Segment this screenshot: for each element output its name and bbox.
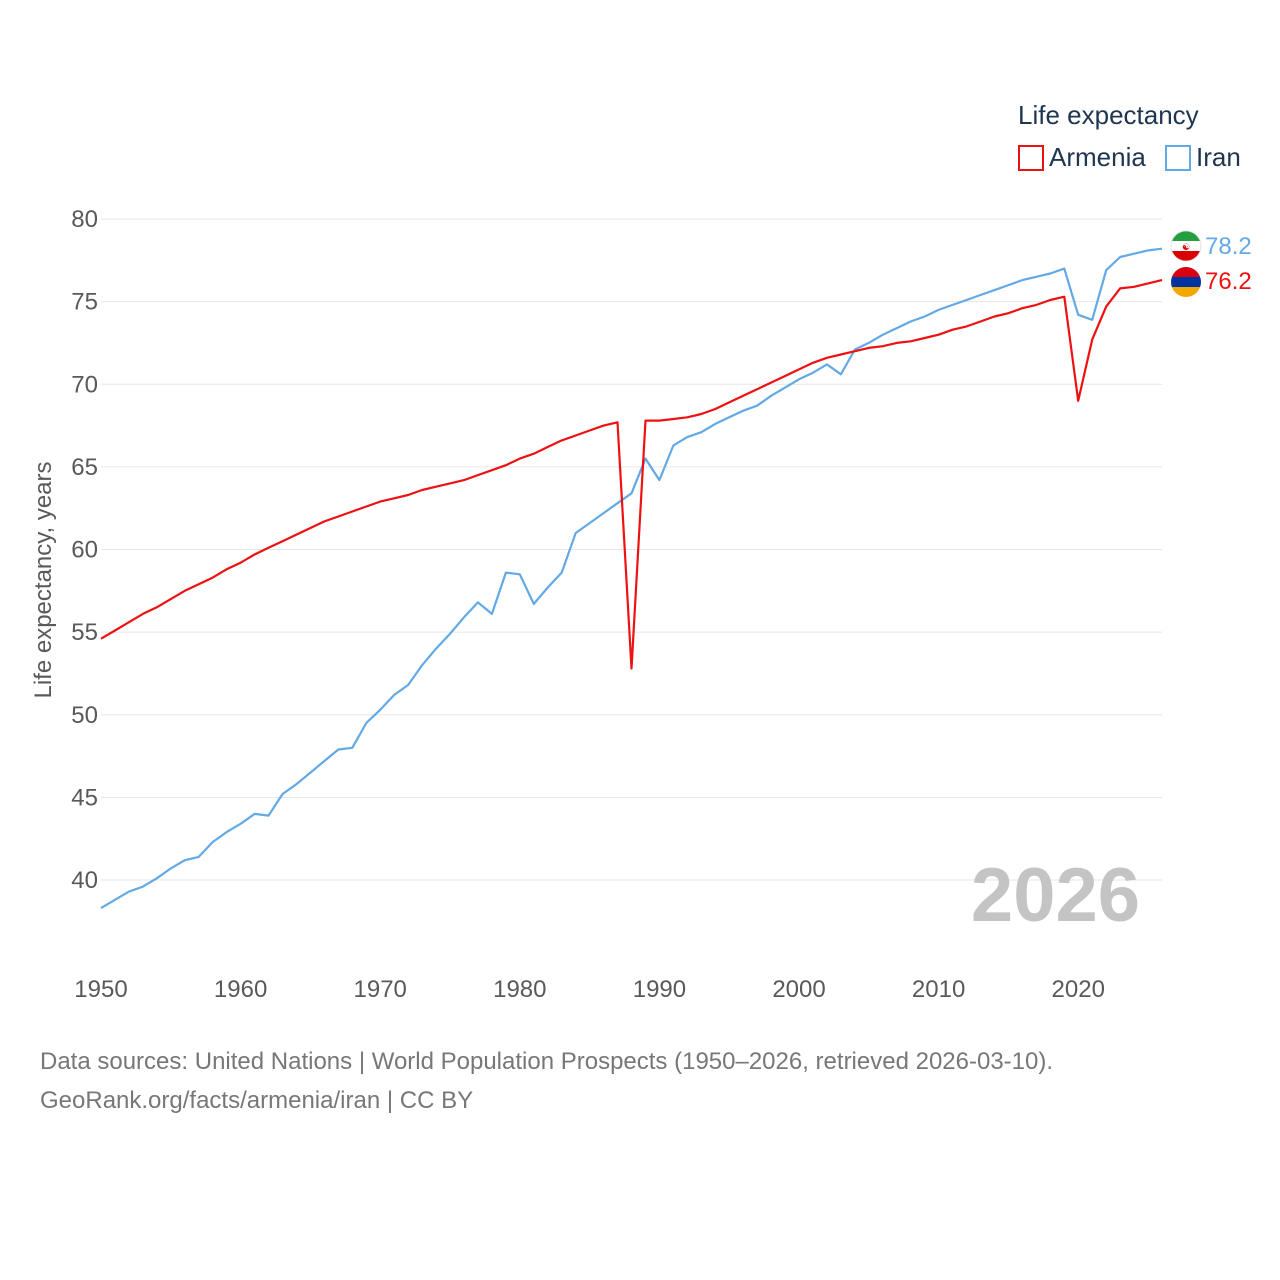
source-line-1: Data sources: United Nations | World Pop… xyxy=(40,1048,1054,1075)
end-value-armenia: 76.2 xyxy=(1205,268,1252,295)
source-line-2[interactable]: GeoRank.org/facts/armenia/iran | CC BY xyxy=(40,1087,474,1114)
source-note: Data sources: United Nations | World Pop… xyxy=(40,1042,1053,1120)
end-value-iran: 78.2 xyxy=(1205,233,1252,260)
x-tick-label: 1960 xyxy=(214,976,267,1003)
series-line-armenia[interactable] xyxy=(100,279,1163,670)
x-tick-label: 1980 xyxy=(493,976,546,1003)
x-tick-label: 2020 xyxy=(1052,976,1105,1003)
legend-label-iran[interactable]: Iran xyxy=(1196,142,1241,172)
gridlines xyxy=(101,218,1162,881)
x-tick-label: 1990 xyxy=(633,976,686,1003)
y-tick-label: 80 xyxy=(71,206,98,233)
x-tick-label: 1950 xyxy=(74,976,127,1003)
x-axis-ticks: 1950 1960 1970 1980 1990 2000 2010 2020 xyxy=(74,976,1105,1003)
svg-text:☯: ☯ xyxy=(1182,243,1190,253)
legend-swatch-iran[interactable] xyxy=(1165,145,1191,171)
iran-flag-icon: ☯ xyxy=(1171,231,1201,261)
legend-label-armenia[interactable]: Armenia xyxy=(1049,142,1146,172)
y-tick-label: 75 xyxy=(71,289,98,316)
y-tick-label: 45 xyxy=(71,784,98,811)
x-tick-label: 2010 xyxy=(912,976,965,1003)
y-tick-label: 40 xyxy=(71,867,98,894)
y-tick-label: 50 xyxy=(71,702,98,729)
x-tick-label: 1970 xyxy=(354,976,407,1003)
y-axis-label: Life expectancy, years xyxy=(30,461,57,698)
x-tick-label: 2000 xyxy=(772,976,825,1003)
y-axis-ticks: 40 45 50 55 60 65 70 75 80 xyxy=(71,206,98,894)
year-label: 2026 xyxy=(971,853,1140,938)
armenia-flag-icon xyxy=(1171,267,1201,297)
y-tick-label: 55 xyxy=(71,619,98,646)
legend-title: Life expectancy xyxy=(1018,100,1199,130)
y-tick-label: 65 xyxy=(71,454,98,481)
y-tick-label: 70 xyxy=(71,371,98,398)
legend-swatch-armenia[interactable] xyxy=(1018,145,1044,171)
series-line-iran[interactable] xyxy=(100,247,1163,910)
y-tick-label: 60 xyxy=(71,537,98,564)
